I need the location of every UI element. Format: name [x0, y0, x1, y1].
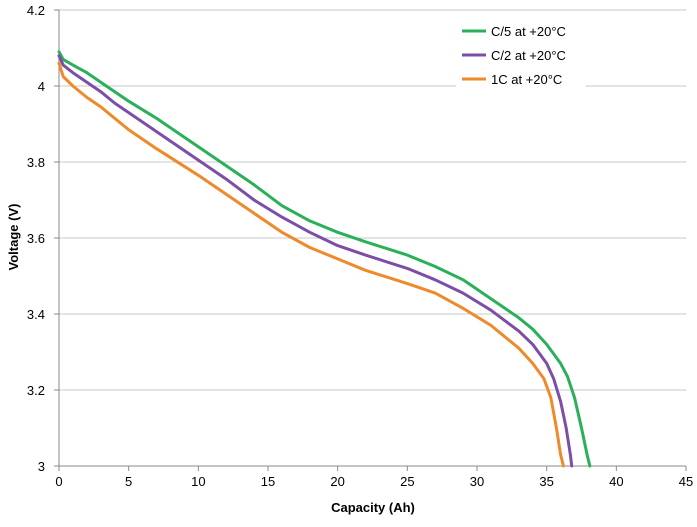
legend-label-1: C/2 at +20°C [491, 48, 566, 63]
y-tick-label: 3.4 [27, 307, 45, 322]
x-tick-label: 30 [470, 474, 484, 489]
series-line-1 [57, 54, 574, 468]
series-line-0 [57, 50, 592, 468]
series-line-2 [57, 61, 565, 468]
legend: C/5 at +20°C C/2 at +20°C 1C at +20°C [456, 16, 586, 94]
y-tick-label: 3.8 [27, 155, 45, 170]
x-tick-label: 45 [679, 474, 693, 489]
x-tick-label: 25 [400, 474, 414, 489]
x-tick-label: 40 [609, 474, 623, 489]
y-tick-label: 3.2 [27, 383, 45, 398]
x-tick-label: 15 [261, 474, 275, 489]
x-tick-label: 35 [539, 474, 553, 489]
x-tick-label: 5 [125, 474, 132, 489]
x-axis-label: Capacity (Ah) [331, 500, 415, 515]
x-tick-label: 0 [55, 474, 62, 489]
y-axis-label: Voltage (V) [6, 204, 21, 271]
x-tick-labels: 0 5 10 15 20 25 30 35 40 45 [55, 466, 693, 489]
legend-label-0: C/5 at +20°C [491, 24, 566, 39]
y-tick-label: 3.6 [27, 231, 45, 246]
legend-label-2: 1C at +20°C [491, 72, 562, 87]
y-tick-label: 4 [38, 79, 45, 94]
series-lines [57, 50, 592, 468]
y-tick-labels: 3 3.2 3.4 3.6 3.8 4 4.2 [27, 3, 59, 474]
x-tick-label: 10 [191, 474, 205, 489]
x-tick-label: 20 [330, 474, 344, 489]
y-tick-label: 4.2 [27, 3, 45, 18]
y-tick-label: 3 [38, 459, 45, 474]
